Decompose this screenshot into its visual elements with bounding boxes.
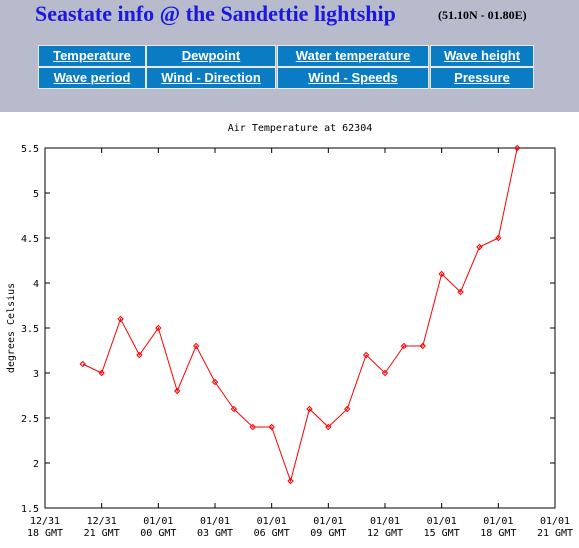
x-tick-label: 12/31 21 GMT <box>84 516 120 539</box>
data-line <box>82 147 518 483</box>
x-tick-label: 12/31 18 GMT <box>27 516 63 539</box>
data-point <box>98 369 105 377</box>
nav-link[interactable]: Wind - Direction <box>146 67 276 89</box>
data-point <box>400 342 408 350</box>
nav-link[interactable]: Pressure <box>430 67 534 89</box>
nav-link[interactable]: Wind - Speeds <box>277 67 429 89</box>
data-point <box>136 351 143 359</box>
data-point <box>514 144 521 152</box>
data-point <box>325 423 332 431</box>
data-point <box>230 405 238 413</box>
nav-link[interactable]: Water temperature <box>277 45 429 67</box>
x-tick-label: 01/01 09 GMT <box>310 516 346 539</box>
data-point <box>457 288 464 296</box>
x-tick-label: 01/01 00 GMT <box>140 516 176 539</box>
x-tick-label: 01/01 03 GMT <box>197 516 233 539</box>
data-point <box>79 360 86 368</box>
y-tick-label: 4.5 <box>21 234 39 245</box>
data-point <box>495 234 502 242</box>
y-tick-label: 3.5 <box>21 324 39 335</box>
x-tick-label: 01/01 06 GMT <box>254 516 290 539</box>
x-tick-label: 01/01 21 GMT <box>537 516 573 539</box>
y-tick-label: 2.5 <box>21 414 39 425</box>
y-tick-label: 2 <box>33 459 39 470</box>
chart: Air Temperature at 62304 degrees Celsius… <box>6 123 573 539</box>
data-point <box>211 378 219 386</box>
chart-title: Air Temperature at 62304 <box>228 123 373 134</box>
x-tick-label: 01/01 18 GMT <box>480 516 516 539</box>
x-tick-label: 01/01 15 GMT <box>424 516 460 539</box>
nav-link[interactable]: Dewpoint <box>146 45 276 67</box>
data-point <box>249 423 256 431</box>
data-point <box>174 387 181 395</box>
data-point <box>419 342 426 350</box>
nav-link[interactable]: Wave period <box>38 67 146 89</box>
y-axis-label: degrees Celsius <box>6 283 17 373</box>
data-point <box>438 270 445 278</box>
data-point <box>268 423 275 431</box>
data-point <box>362 351 370 359</box>
data-point <box>306 405 313 413</box>
y-tick-label: 5.5 <box>21 144 39 155</box>
page-title: Seastate info @ the Sandettie lightship <box>35 1 396 26</box>
data-point <box>155 324 162 332</box>
y-tick-label: 5 <box>33 189 39 200</box>
y-tick-label: 4 <box>33 279 39 290</box>
y-tick-label: 3 <box>33 369 39 380</box>
data-point <box>192 342 200 350</box>
plot-frame <box>44 147 556 509</box>
data-point <box>117 315 124 323</box>
data-point <box>287 477 294 485</box>
x-tick-label: 01/01 12 GMT <box>367 516 403 539</box>
nav-link[interactable]: Wave height <box>430 45 534 67</box>
nav-link[interactable]: Temperature <box>38 45 146 67</box>
coordinates: (51.10N - 01.80E) <box>438 8 527 22</box>
header: Seastate info @ the Sandettie lightship … <box>0 0 579 112</box>
data-point <box>381 369 389 377</box>
data-point <box>344 405 351 413</box>
data-point <box>476 243 483 251</box>
y-tick-label: 1.5 <box>21 504 39 515</box>
